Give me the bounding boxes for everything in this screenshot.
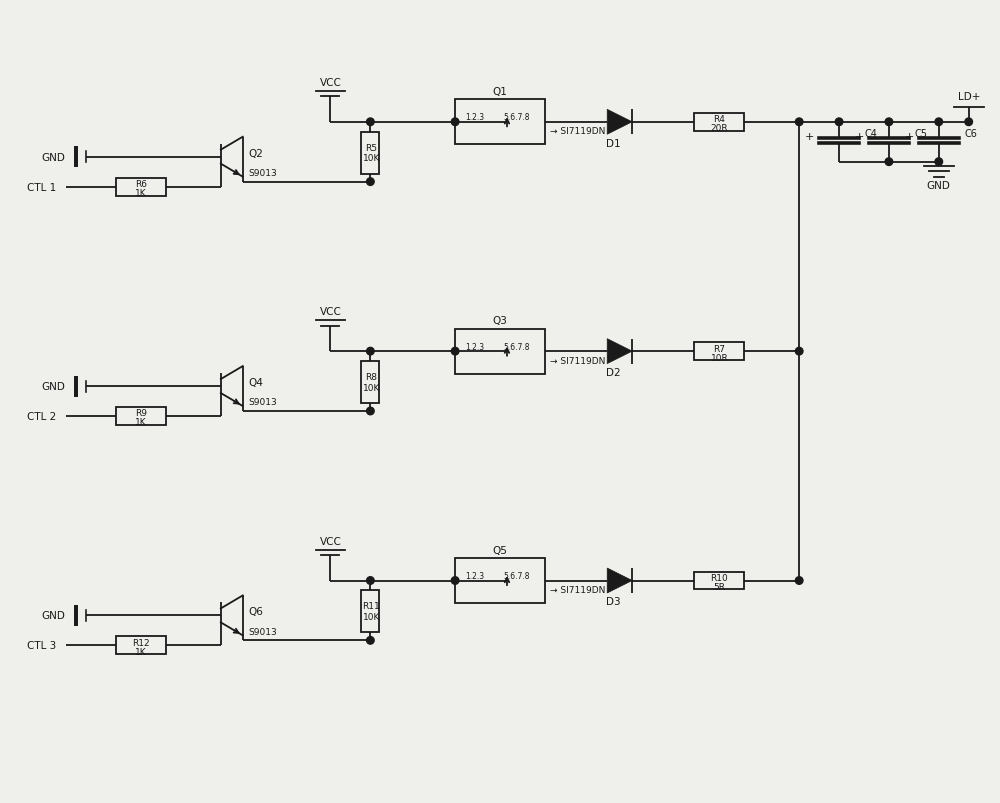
Text: C5: C5 [915,128,928,139]
Text: GND: GND [41,381,65,392]
Text: 10K: 10K [363,383,380,392]
Text: Q6: Q6 [249,606,264,617]
Circle shape [795,348,803,356]
Polygon shape [607,339,632,364]
Circle shape [367,577,374,585]
Text: Q4: Q4 [249,377,264,388]
Bar [694,343,744,361]
Circle shape [795,119,803,126]
Text: GND: GND [41,610,65,621]
Bar [361,361,379,403]
Text: R7: R7 [713,344,725,353]
Text: CTL 2: CTL 2 [27,411,56,422]
Text: S9013: S9013 [249,169,277,178]
Text: 5.6.7.8: 5.6.7.8 [503,571,529,581]
Circle shape [795,577,803,585]
Text: → SI7119DN: → SI7119DN [550,585,605,594]
Text: R12: R12 [132,638,150,647]
Text: 10K: 10K [363,154,380,163]
Circle shape [451,577,459,585]
Text: R11: R11 [362,601,380,610]
Text: 10R: 10R [711,353,728,362]
Text: D3: D3 [606,597,621,607]
Circle shape [935,119,943,126]
Text: 1K: 1K [135,189,147,198]
Text: Q5: Q5 [493,545,507,555]
Text: VCC: VCC [320,307,341,317]
Circle shape [885,159,893,166]
Text: +: + [855,132,864,141]
Text: R10: R10 [711,573,728,582]
Text: 20R: 20R [711,124,728,133]
Circle shape [367,119,374,126]
Text: S9013: S9013 [249,398,277,407]
Circle shape [367,178,374,186]
Circle shape [367,637,374,644]
Text: 5R: 5R [713,582,725,591]
Bar [455,100,545,145]
Circle shape [965,119,972,126]
Text: LD+: LD+ [958,92,980,102]
Circle shape [885,119,893,126]
Text: R6: R6 [135,180,147,189]
Text: → SI7119DN: → SI7119DN [550,357,605,365]
Text: GND: GND [927,181,951,190]
Text: → SI7119DN: → SI7119DN [550,127,605,136]
Text: GND: GND [41,153,65,162]
Text: 5.6.7.8: 5.6.7.8 [503,342,529,351]
Circle shape [935,159,943,166]
Bar [116,178,166,196]
Text: S9013: S9013 [249,627,277,636]
Bar [694,114,744,132]
Text: Q1: Q1 [493,87,507,96]
Text: R4: R4 [713,115,725,124]
Bar [361,591,379,633]
Text: R5: R5 [365,144,377,153]
Text: 5.6.7.8: 5.6.7.8 [503,113,529,122]
Text: 1.2.3: 1.2.3 [465,342,484,351]
Bar [694,572,744,589]
Text: VCC: VCC [320,78,341,88]
Text: Q2: Q2 [249,149,264,158]
Bar [116,637,166,654]
Bar [455,329,545,374]
Text: R8: R8 [365,373,377,381]
Text: +: + [805,132,814,141]
Text: CTL 1: CTL 1 [27,182,56,193]
Text: 1.2.3: 1.2.3 [465,113,484,122]
Circle shape [451,119,459,126]
Text: D1: D1 [606,139,621,149]
Text: 1.2.3: 1.2.3 [465,571,484,581]
Text: D2: D2 [606,368,621,377]
Text: VCC: VCC [320,536,341,546]
Circle shape [367,408,374,415]
Text: Q3: Q3 [493,316,507,326]
Bar [455,558,545,603]
Circle shape [835,119,843,126]
Polygon shape [607,569,632,593]
Text: 10K: 10K [363,612,380,622]
Text: 1K: 1K [135,418,147,427]
Text: +: + [904,132,914,141]
Text: R9: R9 [135,409,147,418]
Circle shape [367,348,374,356]
Bar [116,407,166,426]
Bar [361,132,379,174]
Circle shape [451,348,459,356]
Text: 1K: 1K [135,647,147,656]
Text: C6: C6 [965,128,978,139]
Text: CTL 3: CTL 3 [27,641,56,650]
Text: C4: C4 [865,128,878,139]
Polygon shape [607,110,632,135]
